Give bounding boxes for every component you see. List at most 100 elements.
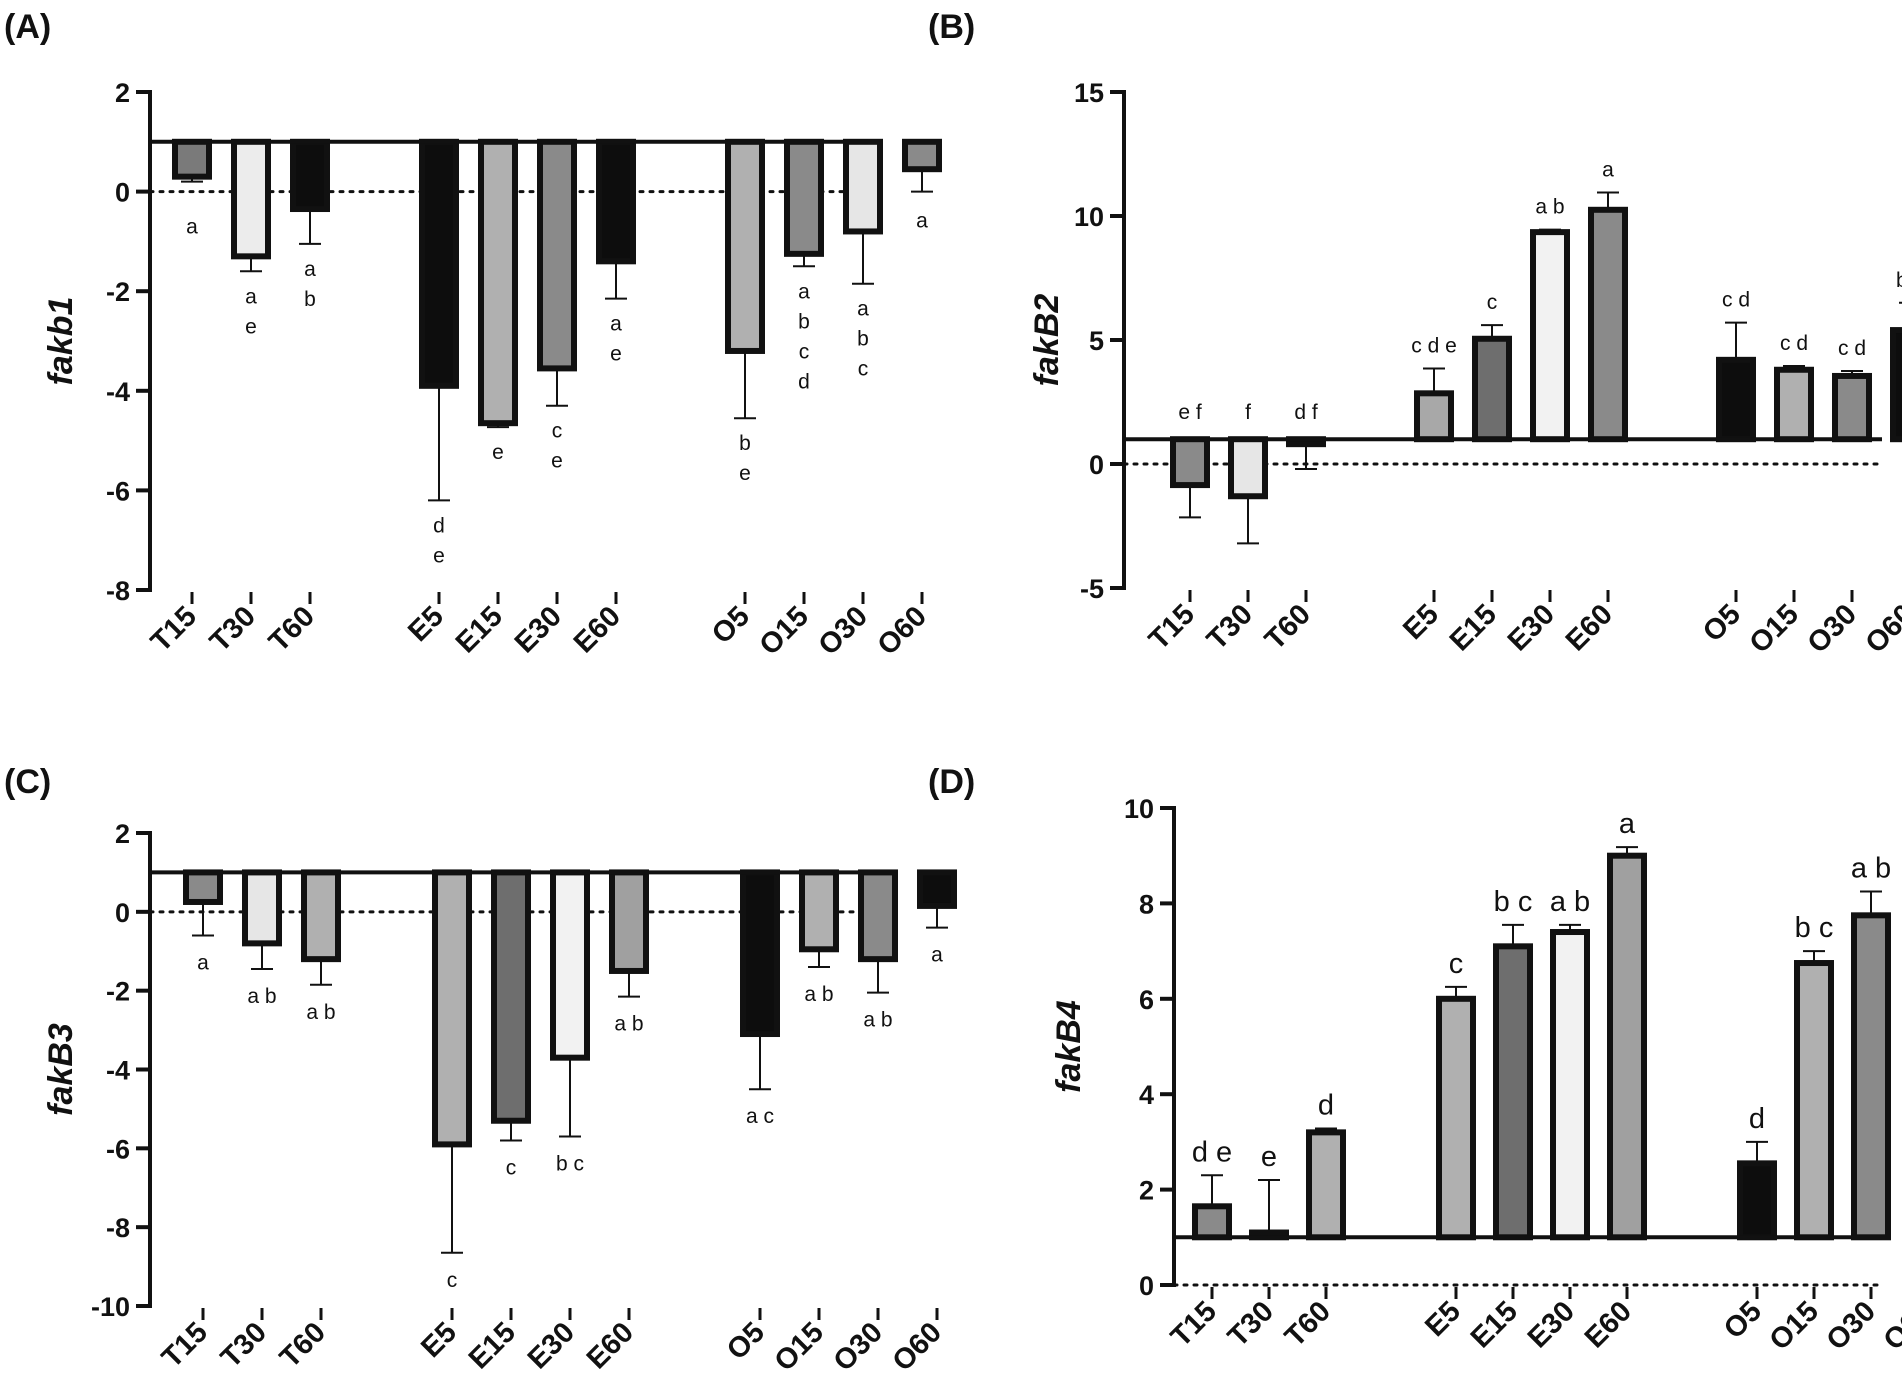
x-tick-label: O30 bbox=[1802, 598, 1863, 659]
x-tick-label: O60 bbox=[1878, 1295, 1902, 1356]
x-tick-label: O60 bbox=[872, 600, 933, 661]
significance-label: e bbox=[245, 315, 257, 338]
bar-o60 bbox=[1890, 327, 1902, 443]
x-tick-label: O30 bbox=[813, 600, 874, 661]
bar-t15 bbox=[172, 138, 212, 180]
panel-label: (A) bbox=[4, 8, 51, 46]
significance-label: b bbox=[798, 310, 810, 333]
bar-e60 bbox=[1588, 206, 1628, 443]
significance-label: a b bbox=[804, 983, 833, 1006]
y-tick-label: -8 bbox=[106, 576, 130, 606]
x-tick-label: T60 bbox=[263, 600, 321, 658]
y-tick-label: -4 bbox=[106, 1056, 130, 1086]
x-tick-label: E30 bbox=[522, 1316, 581, 1375]
x-tick-label: E5 bbox=[1419, 1295, 1467, 1343]
x-tick-label: T15 bbox=[156, 1316, 214, 1374]
x-tick-label: O60 bbox=[887, 1316, 948, 1377]
x-tick-label: E60 bbox=[1560, 598, 1619, 657]
x-tick-label: E30 bbox=[1502, 598, 1561, 657]
bar-e15 bbox=[1472, 335, 1512, 443]
y-tick-label: 0 bbox=[115, 898, 130, 928]
y-tick-label: 10 bbox=[1074, 202, 1104, 232]
significance-label: a bbox=[857, 298, 869, 321]
bar-t30 bbox=[242, 869, 282, 947]
bar-o5 bbox=[1737, 1160, 1777, 1241]
x-tick-label: T30 bbox=[204, 600, 262, 658]
x-tick-label: O15 bbox=[754, 600, 815, 661]
significance-label: a bbox=[916, 210, 928, 233]
significance-label: e bbox=[739, 462, 751, 485]
significance-label: b bbox=[857, 328, 869, 351]
significance-label: a bbox=[197, 951, 209, 974]
x-tick-label: E30 bbox=[509, 600, 568, 659]
bar-t15 bbox=[1170, 436, 1210, 489]
significance-label: a b bbox=[1550, 886, 1590, 918]
x-tick-label: O60 bbox=[1860, 598, 1902, 659]
y-tick-label: -8 bbox=[106, 1213, 130, 1243]
bar-o15 bbox=[1774, 366, 1814, 443]
bar-o5 bbox=[725, 138, 765, 354]
bar-o30 bbox=[858, 869, 898, 963]
x-tick-label: T60 bbox=[1279, 1295, 1337, 1353]
bar-o60 bbox=[902, 138, 942, 173]
x-tick-label: O30 bbox=[828, 1316, 889, 1377]
significance-label: e bbox=[492, 441, 504, 464]
x-tick-label: T30 bbox=[1222, 1295, 1280, 1353]
bar-t15 bbox=[183, 869, 223, 905]
significance-label: d bbox=[798, 370, 810, 393]
significance-label: e bbox=[433, 544, 445, 567]
significance-label: a bbox=[245, 285, 257, 308]
x-tick-label: O15 bbox=[1744, 598, 1805, 659]
x-tick-label: E5 bbox=[415, 1316, 463, 1364]
bar-o30 bbox=[1851, 912, 1891, 1241]
bar-e60 bbox=[1607, 852, 1647, 1241]
x-tick-label: T15 bbox=[1165, 1295, 1223, 1353]
y-tick-label: 0 bbox=[1139, 1271, 1154, 1301]
bar-o60 bbox=[917, 869, 957, 909]
significance-label: a b bbox=[306, 1001, 335, 1024]
significance-label: d e bbox=[1192, 1136, 1232, 1168]
bar-t60 bbox=[1306, 1129, 1346, 1241]
significance-label: c bbox=[506, 1156, 517, 1179]
x-tick-label: O5 bbox=[1697, 598, 1747, 648]
y-tick-label: 0 bbox=[115, 178, 130, 208]
y-tick-label: 10 bbox=[1124, 794, 1154, 824]
bar-o30 bbox=[843, 138, 883, 235]
bar-e5 bbox=[1414, 390, 1454, 443]
significance-label: d bbox=[1749, 1103, 1765, 1135]
bar-t60 bbox=[290, 138, 330, 213]
x-tick-label: O5 bbox=[1718, 1295, 1768, 1345]
significance-label: a bbox=[186, 216, 198, 239]
panel-c: (C) fakB3 2 0 -2 -4 -6 -8 -10 a a b a b c c b c a b a c a… bbox=[4, 763, 957, 1378]
significance-label: b bbox=[304, 288, 316, 311]
significance-label: a bbox=[798, 280, 810, 303]
significance-label: a bbox=[610, 313, 622, 336]
y-tick-label: 0 bbox=[1089, 450, 1104, 480]
x-tick-label: E15 bbox=[463, 1316, 522, 1375]
y-tick-label: -10 bbox=[91, 1292, 130, 1322]
bar-e60 bbox=[609, 869, 649, 974]
bar-e60 bbox=[596, 138, 636, 265]
bar-o5 bbox=[740, 869, 780, 1038]
panel-a: (A)fakb120-2-4-6-8aaeabdeeceaebeabcdabca… bbox=[4, 8, 942, 662]
significance-label: c d e bbox=[1411, 335, 1457, 358]
y-axis-label: fakb1 bbox=[42, 297, 80, 386]
y-tick-label: 6 bbox=[1139, 985, 1154, 1015]
bar-o30 bbox=[1832, 372, 1872, 443]
significance-label: c d bbox=[1838, 337, 1866, 360]
significance-label: e bbox=[610, 343, 622, 366]
significance-label: a b bbox=[247, 985, 276, 1008]
significance-label: f bbox=[1245, 401, 1251, 424]
significance-label: a b bbox=[863, 1009, 892, 1032]
y-tick-label: 5 bbox=[1089, 326, 1104, 356]
significance-label: c d bbox=[1780, 332, 1808, 355]
significance-label: e f bbox=[1178, 401, 1202, 424]
x-tick-label: E60 bbox=[568, 600, 627, 659]
bar-e30 bbox=[1550, 929, 1590, 1241]
bar-o15 bbox=[784, 138, 824, 257]
x-tick-label: E5 bbox=[402, 600, 450, 648]
significance-label: c bbox=[799, 340, 810, 363]
significance-label: b c bbox=[1896, 269, 1902, 292]
